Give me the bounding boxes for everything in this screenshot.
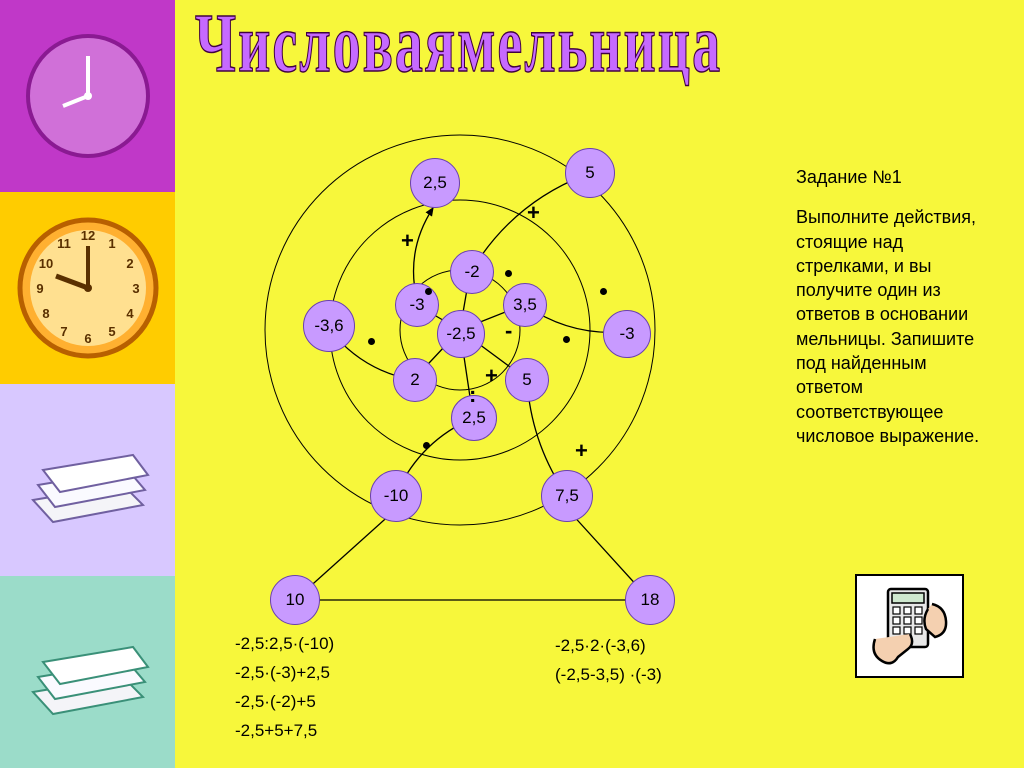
mill-node: 18 — [625, 575, 675, 625]
mill-node: 5 — [505, 358, 549, 402]
page-title: Числовая мельница — [195, 12, 722, 76]
mill-node: 2,5 — [410, 158, 460, 208]
svg-text:4: 4 — [126, 306, 134, 321]
svg-text:9: 9 — [36, 281, 43, 296]
diagram-edges — [205, 120, 725, 640]
mill-node: 5 — [565, 148, 615, 198]
formulas-right: -2,5·2·(-3,6)(-2,5-3,5) ·(-3) — [555, 632, 662, 690]
svg-text:6: 6 — [84, 331, 91, 346]
operator-label: + — [575, 438, 588, 464]
mill-diagram: -2,5-2-33,5252,52,55-3,6-3-107,51018++-+… — [205, 120, 725, 610]
mill-node: -2,5 — [437, 310, 485, 358]
mult-dot — [425, 288, 432, 295]
sidebar: 12 3 6 9 12 45 78 10 11 — [0, 0, 175, 768]
mult-dot — [423, 442, 430, 449]
sidebar-tile-1 — [0, 0, 175, 192]
mill-node: -3 — [395, 283, 439, 327]
formulas-left: -2,5:2,5·(-10)-2,5·(-3)+2,5-2,5·(-2)+5-2… — [235, 630, 334, 746]
mult-dot — [600, 288, 607, 295]
svg-text:3: 3 — [132, 281, 139, 296]
svg-text:2: 2 — [126, 256, 133, 271]
mill-node: -10 — [370, 470, 422, 522]
svg-text:8: 8 — [42, 306, 49, 321]
mill-node: -3,6 — [303, 300, 355, 352]
clock-purple-icon — [13, 21, 163, 171]
task-box: Задание №1 Выполните действия, стоящие н… — [796, 165, 996, 448]
task-body: Выполните действия, стоящие над стрелкам… — [796, 205, 996, 448]
mult-dot — [505, 270, 512, 277]
formula: -2,5·(-3)+2,5 — [235, 659, 334, 688]
formula: -2,5·2·(-3,6) — [555, 632, 662, 661]
sidebar-tile-4 — [0, 576, 175, 768]
sidebar-tile-3 — [0, 384, 175, 576]
formula: -2,5+5+7,5 — [235, 717, 334, 746]
svg-text:1: 1 — [108, 236, 115, 251]
svg-text:12: 12 — [80, 228, 94, 243]
operator-label: + — [527, 200, 540, 226]
formula: -2,5·(-2)+5 — [235, 688, 334, 717]
svg-text:7: 7 — [60, 324, 67, 339]
calculator-icon — [855, 574, 964, 678]
operator-label: : — [469, 382, 476, 408]
clock-orange-icon: 12 3 6 9 12 45 78 10 11 — [8, 208, 168, 368]
mill-node: 7,5 — [541, 470, 593, 522]
sidebar-tile-2: 12 3 6 9 12 45 78 10 11 — [0, 192, 175, 384]
main-panel: Числовая мельница Задание №1 Выполните д… — [175, 0, 1024, 768]
svg-text:11: 11 — [57, 236, 71, 251]
mill-node: 2 — [393, 358, 437, 402]
mill-node: 10 — [270, 575, 320, 625]
papers-icon — [13, 602, 163, 742]
mult-dot — [563, 336, 570, 343]
formula: -2,5:2,5·(-10) — [235, 630, 334, 659]
operator-label: + — [401, 228, 414, 254]
operator-label: + — [485, 363, 498, 389]
svg-text:5: 5 — [108, 324, 115, 339]
operator-label: - — [505, 318, 512, 344]
papers-icon — [13, 410, 163, 550]
task-heading: Задание №1 — [796, 165, 996, 189]
mult-dot — [368, 338, 375, 345]
formula: (-2,5-3,5) ·(-3) — [555, 661, 662, 690]
svg-text:10: 10 — [38, 256, 52, 271]
mill-node: -2 — [450, 250, 494, 294]
mill-node: -3 — [603, 310, 651, 358]
